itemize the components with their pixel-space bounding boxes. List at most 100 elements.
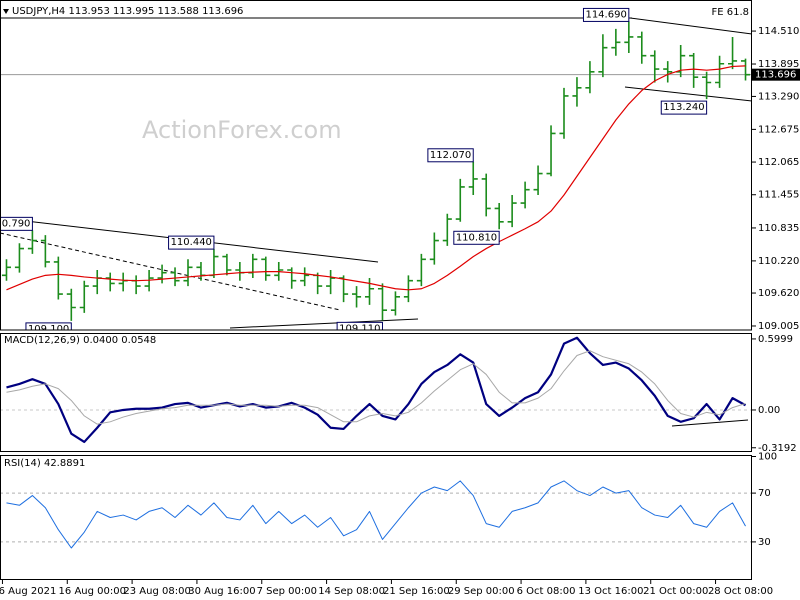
trend-line: [629, 17, 752, 35]
fe-label: FE 61.8: [711, 7, 749, 18]
ohlc-bar: [507, 195, 517, 228]
ohlc-bar: [40, 235, 50, 268]
ohlc-bar: [624, 21, 634, 54]
ohlc-bar: [222, 253, 232, 276]
y-tick-label: 113.895: [758, 59, 799, 70]
macd-title: MACD(12,26,9) 0.0400 0.0548: [4, 335, 156, 346]
ohlc-bar: [702, 71, 712, 100]
y-tick-label: 109.620: [758, 288, 799, 299]
y-tick-label: 114.510: [758, 26, 799, 37]
macd-frame: [0, 333, 752, 452]
y-tick-label: 100: [758, 452, 777, 463]
price-annotation: 110.440: [171, 237, 212, 248]
ohlc-bar: [300, 267, 310, 287]
y-tick-label: 70: [758, 488, 771, 499]
price-annotation: 109.110: [339, 323, 380, 334]
ohlc-bar: [79, 280, 89, 313]
ohlc-bar: [390, 291, 400, 316]
ohlc-bar: [572, 77, 582, 107]
rsi-plot: [0, 480, 752, 549]
x-tick-label: 6 Oct 08:00: [517, 586, 576, 597]
price-annotation: 114.690: [585, 9, 626, 20]
y-tick-label: 111.455: [758, 190, 799, 201]
y-tick-label: 0.00: [758, 405, 780, 416]
y-tick-label: 110.220: [758, 256, 799, 267]
trend-line: [0, 232, 341, 311]
ohlc-bar: [429, 232, 439, 265]
current-price-label: 113.696: [755, 70, 796, 81]
ohlc-bar: [377, 283, 388, 321]
ohlc-bar: [715, 55, 725, 88]
ohlc-bar: [14, 243, 24, 273]
ohlc-bar: [546, 125, 556, 177]
ohlc-bar: [27, 230, 37, 254]
annotation-box: [336, 321, 383, 330]
ohlc-bar: [170, 267, 180, 287]
axes: 114.510 113.895 113.290 112.675 112.065 111.4…: [0, 26, 800, 597]
trend-line: [229, 318, 419, 329]
line-series: [6, 336, 747, 444]
rsi-frame: [0, 455, 752, 580]
ohlc-bar: [287, 267, 297, 289]
price-frame: [0, 0, 752, 331]
chart-title: USDJPY,H4 113.953 113.995 113.588 113.69…: [12, 6, 243, 17]
y-tick-label: 109.005: [758, 321, 799, 332]
line-series: [6, 480, 746, 549]
y-tick-label: -0.3192: [758, 443, 797, 454]
trend-line: [624, 86, 752, 102]
ohlc-bar: [364, 278, 375, 305]
line-series: [6, 65, 746, 291]
ohlc-bar: [442, 213, 452, 246]
x-tick-label: 21 Sep 16:00: [383, 586, 450, 597]
symbol-menu-icon[interactable]: [3, 9, 9, 14]
ohlc-bar: [585, 61, 595, 94]
ohlc-bar: [650, 50, 660, 83]
ohlc-bar: [637, 31, 647, 64]
x-tick-label: 29 Sep 00:00: [448, 586, 515, 597]
y-tick-label: 112.675: [758, 124, 799, 135]
ohlc-bar: [416, 253, 426, 287]
annotation-box: [25, 322, 72, 330]
ohlc-bar: [728, 36, 738, 70]
y-tick-label: 110.835: [758, 223, 799, 234]
ohlc-bar: [403, 275, 413, 303]
x-tick-label: 28 Oct 08:00: [708, 586, 773, 597]
x-tick-label: 13 Oct 16:00: [578, 586, 643, 597]
price-plot: 110.790 109.100 110.440 109.110 112.070 110.8…: [0, 7, 752, 334]
price-annotation: 113.240: [663, 102, 704, 113]
annotation-box: [0, 216, 33, 231]
x-tick-label: 14 Sep 08:00: [318, 586, 385, 597]
x-tick-label: 23 Aug 08:00: [123, 586, 190, 597]
y-tick-label: 112.065: [758, 157, 799, 168]
price-annotation: 110.790: [0, 218, 30, 229]
ohlc-bar: [352, 286, 362, 308]
x-tick-label: 30 Aug 16:00: [188, 586, 255, 597]
y-tick-label: 113.290: [758, 91, 799, 102]
x-tick-label: 21 Oct 00:00: [643, 586, 708, 597]
ohlc-bar: [740, 58, 751, 81]
annotation-box: [453, 230, 500, 245]
y-tick-label: 30: [758, 537, 771, 548]
ohlc-bar: [455, 178, 465, 222]
ohlc-bar: [494, 203, 504, 230]
ohlc-bar: [183, 259, 193, 287]
ohlc-bar: [481, 173, 491, 217]
ohlc-bar: [468, 161, 478, 195]
x-tick-label: 16 Aug 00:00: [59, 586, 126, 597]
price-annotation: 110.810: [456, 232, 497, 243]
ohlc-bar: [559, 87, 569, 139]
ohlc-bar: [53, 256, 63, 300]
ohlc-bar: [689, 53, 699, 88]
annotation-box: [168, 235, 215, 250]
annotation-box: [582, 7, 630, 22]
ohlc-bar: [1, 259, 12, 281]
rsi-title: RSI(14) 42.8891: [4, 458, 85, 469]
x-tick-label: 6 Aug 2021: [0, 586, 56, 597]
annotation-box: [427, 148, 474, 163]
line-series: [6, 350, 746, 425]
ohlc-bar: [663, 61, 673, 83]
ohlc-bar: [157, 264, 167, 284]
ohlc-bar: [611, 28, 621, 56]
